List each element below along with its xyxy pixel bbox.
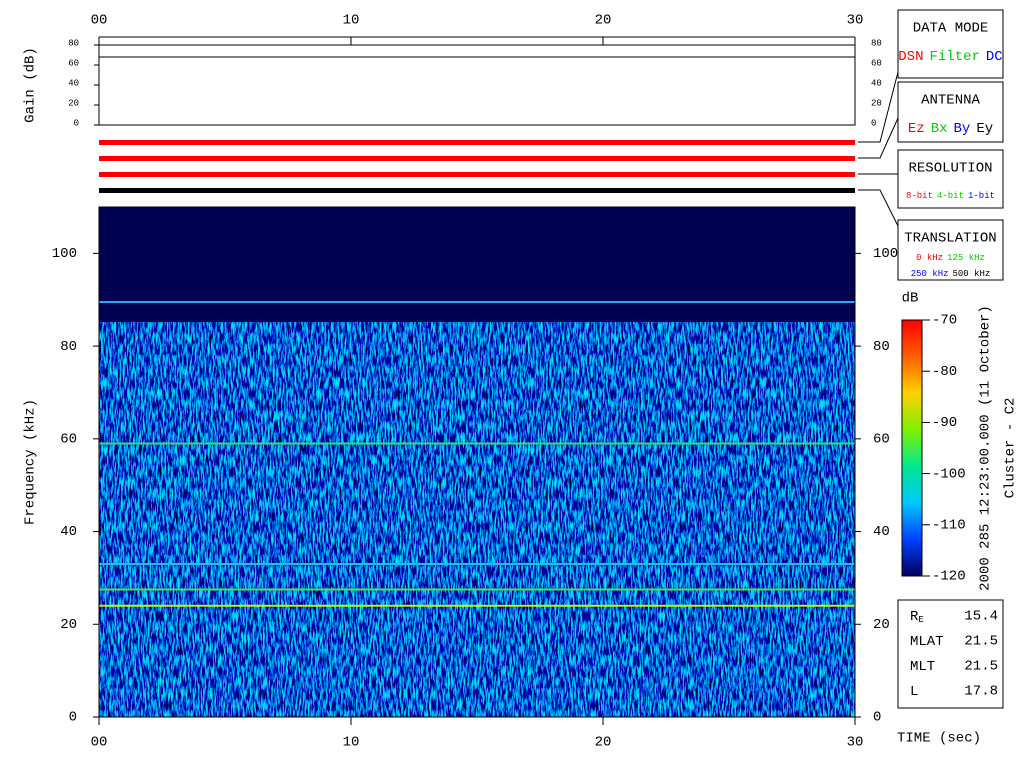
mode-panel-row: 0 kHz 125 kHz [916, 253, 985, 263]
mode-panel-row: Ez Bx By Ey [908, 121, 993, 137]
mode-option: 1-bit [968, 191, 995, 201]
y-axis-label: Frequency (kHz) [23, 399, 39, 525]
colorbar-tick-label: -90 [932, 415, 957, 431]
x-tick-label: 30 [847, 735, 864, 751]
mode-panel-row: 250 kHz 500 kHz [911, 269, 991, 279]
mode-option: DSN [898, 49, 923, 65]
mode-option: Ez [908, 121, 925, 137]
connectors [858, 71, 899, 227]
x-axis-label: TIME (sec) [897, 731, 981, 747]
mode-option: DC [986, 49, 1003, 65]
y-tick-label: 80 [68, 38, 79, 48]
colorbar-tick-label: -100 [932, 466, 966, 482]
ephemeris-label-text: MLAT [910, 634, 944, 650]
mode-panel-title: ANTENNA [921, 93, 980, 109]
ephemeris-label: L [910, 684, 918, 700]
mode-panel [897, 9, 1004, 79]
annotation-date: 2000 285 12:23:00.000 (11 October) [978, 305, 994, 591]
y-tick-label: 0 [69, 710, 77, 726]
colorbar-title: dB [902, 291, 919, 307]
ephemeris-value: 21.5 [964, 659, 998, 675]
y-tick-label-right: 0 [871, 118, 876, 128]
ephemeris-value: 17.8 [964, 684, 998, 700]
mode-panel [897, 219, 1004, 281]
mode-option: Bx [931, 121, 948, 137]
y-tick-label-right: 100 [873, 246, 898, 262]
y-tick-label-right: 80 [871, 38, 882, 48]
y-tick-label-right: 60 [873, 432, 890, 448]
mode-panel-title: DATA MODE [913, 21, 989, 37]
status-bars [99, 140, 855, 193]
y-tick-label: 100 [52, 246, 77, 262]
colorbar [901, 319, 923, 577]
mode-option: 500 kHz [953, 269, 991, 279]
spectrogram-frame [98, 206, 856, 718]
spectrogram-noise [99, 322, 855, 717]
ephemeris-label: MLAT [910, 634, 944, 650]
ephemeris-label-text: L [910, 684, 918, 700]
y-tick-label-right: 20 [871, 98, 882, 108]
mode-option: Filter [929, 49, 979, 65]
mode-panel [897, 81, 1004, 143]
y-tick-label-right: 40 [873, 524, 890, 540]
mode-option: 0 kHz [916, 253, 943, 263]
ephemeris-value: 15.4 [964, 609, 998, 625]
y-tick-label: 60 [60, 432, 77, 448]
colorbar-tick-label: -120 [932, 569, 966, 585]
y-tick-label-right: 80 [873, 339, 890, 355]
y-tick-label: 0 [74, 118, 79, 128]
ephemeris-label-sub: E [918, 615, 923, 625]
mode-option: 4-bit [937, 191, 964, 201]
y-tick-label: 40 [60, 524, 77, 540]
y-axis-label: Gain (dB) [23, 47, 39, 123]
mode-option: By [954, 121, 971, 137]
y-tick-label: 60 [68, 58, 79, 68]
ephemeris-label: MLT [910, 659, 935, 675]
colorbar-tick-label: -80 [932, 364, 957, 380]
ephemeris-value: 21.5 [964, 634, 998, 650]
x-tick-label: 00 [91, 735, 108, 751]
colorbar-tick-label: -70 [932, 313, 957, 329]
ephemeris-box [897, 599, 1004, 709]
mode-panel-title: TRANSLATION [904, 231, 996, 247]
mode-option: 8-bit [906, 191, 933, 201]
x-tick-label: 10 [343, 735, 360, 751]
x-tick-label: 20 [595, 13, 612, 29]
mode-panel-row: DSN Filter DC [898, 49, 1002, 65]
x-tick-label: 30 [847, 13, 864, 29]
y-tick-label: 20 [60, 617, 77, 633]
mode-option: 125 kHz [947, 253, 985, 263]
y-tick-label-right: 20 [873, 617, 890, 633]
mode-panel [897, 149, 1004, 209]
y-tick-label-right: 0 [873, 710, 881, 726]
x-tick-label: 10 [343, 13, 360, 29]
y-tick-label: 40 [68, 78, 79, 88]
mode-panel-title: RESOLUTION [908, 161, 992, 177]
ephemeris-label-text: MLT [910, 659, 935, 675]
y-tick-label: 80 [60, 339, 77, 355]
y-tick-label-right: 60 [871, 58, 882, 68]
ephemeris-label: RE [910, 609, 924, 626]
mode-option: 250 kHz [911, 269, 949, 279]
mode-panel-row: 8-bit 4-bit 1-bit [906, 191, 995, 201]
mode-option: Ey [976, 121, 993, 137]
y-tick-label-right: 40 [871, 78, 882, 88]
annotation-spacecraft: Cluster - C2 [1003, 398, 1019, 499]
colorbar-tick-label: -110 [932, 518, 966, 534]
y-tick-label: 20 [68, 98, 79, 108]
x-tick-label: 00 [91, 13, 108, 29]
x-tick-label: 20 [595, 735, 612, 751]
ephemeris-label-text: R [910, 609, 919, 625]
